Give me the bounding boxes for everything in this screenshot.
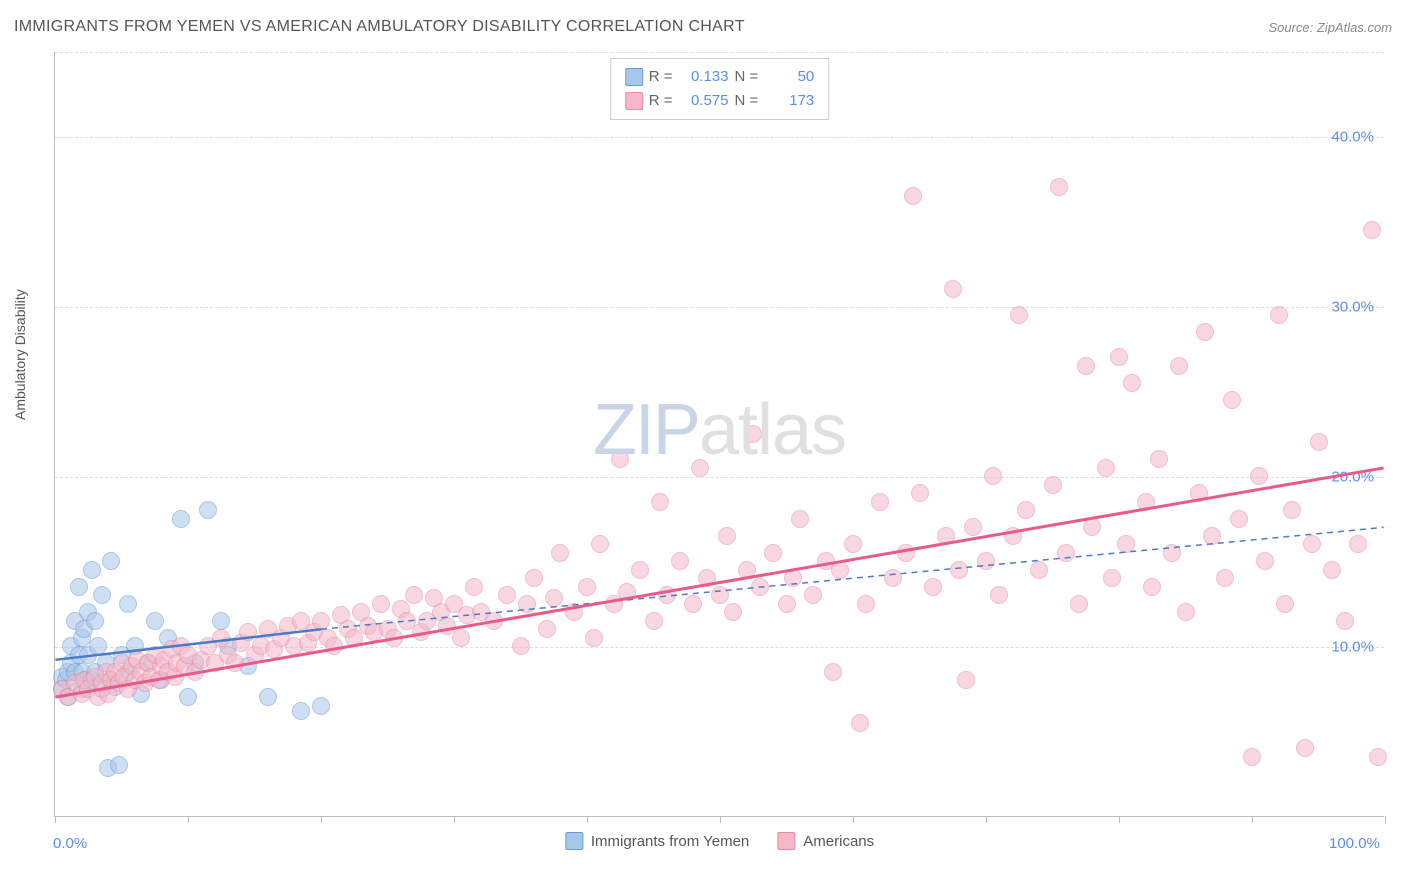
n-value: 50 (764, 65, 814, 89)
chart-source: Source: ZipAtlas.com (1268, 20, 1392, 35)
chart-title: IMMIGRANTS FROM YEMEN VS AMERICAN AMBULA… (14, 18, 745, 36)
scatter-chart: ZIPatlas R = 0.133 N = 50 R = 0.575 N = … (54, 52, 1384, 817)
x-tick (853, 816, 854, 823)
series-legend: Immigrants from Yemen Americans (565, 832, 874, 850)
r-label: R = (649, 89, 673, 113)
regression-line-extrapolated (321, 527, 1384, 629)
x-tick (1252, 816, 1253, 823)
n-label: N = (735, 89, 759, 113)
regression-line (55, 629, 321, 660)
legend-item-yemen: Immigrants from Yemen (565, 832, 749, 850)
r-value: 0.575 (679, 89, 729, 113)
regression-line (55, 468, 1383, 697)
x-tick (1385, 816, 1386, 823)
legend-row-yemen: R = 0.133 N = 50 (625, 65, 815, 89)
swatch-yemen (565, 832, 583, 850)
x-tick (55, 816, 56, 823)
x-tick-label: 0.0% (53, 835, 87, 852)
r-value: 0.133 (679, 65, 729, 89)
y-axis-label: Ambulatory Disability (12, 289, 28, 420)
legend-row-americans: R = 0.575 N = 173 (625, 89, 815, 113)
n-label: N = (735, 65, 759, 89)
r-label: R = (649, 65, 673, 89)
regression-lines (55, 52, 1384, 816)
x-tick (321, 816, 322, 823)
swatch-yemen (625, 68, 643, 86)
chart-header: IMMIGRANTS FROM YEMEN VS AMERICAN AMBULA… (14, 18, 1392, 36)
n-value: 173 (764, 89, 814, 113)
x-tick (587, 816, 588, 823)
x-tick (986, 816, 987, 823)
swatch-americans (625, 92, 643, 110)
x-tick-label: 100.0% (1329, 835, 1380, 852)
x-tick (1119, 816, 1120, 823)
x-tick (720, 816, 721, 823)
legend-label: Immigrants from Yemen (591, 833, 749, 850)
swatch-americans (777, 832, 795, 850)
legend-label: Americans (803, 833, 874, 850)
legend-item-americans: Americans (777, 832, 874, 850)
correlation-legend: R = 0.133 N = 50 R = 0.575 N = 173 (610, 58, 830, 120)
x-tick (454, 816, 455, 823)
x-tick (188, 816, 189, 823)
